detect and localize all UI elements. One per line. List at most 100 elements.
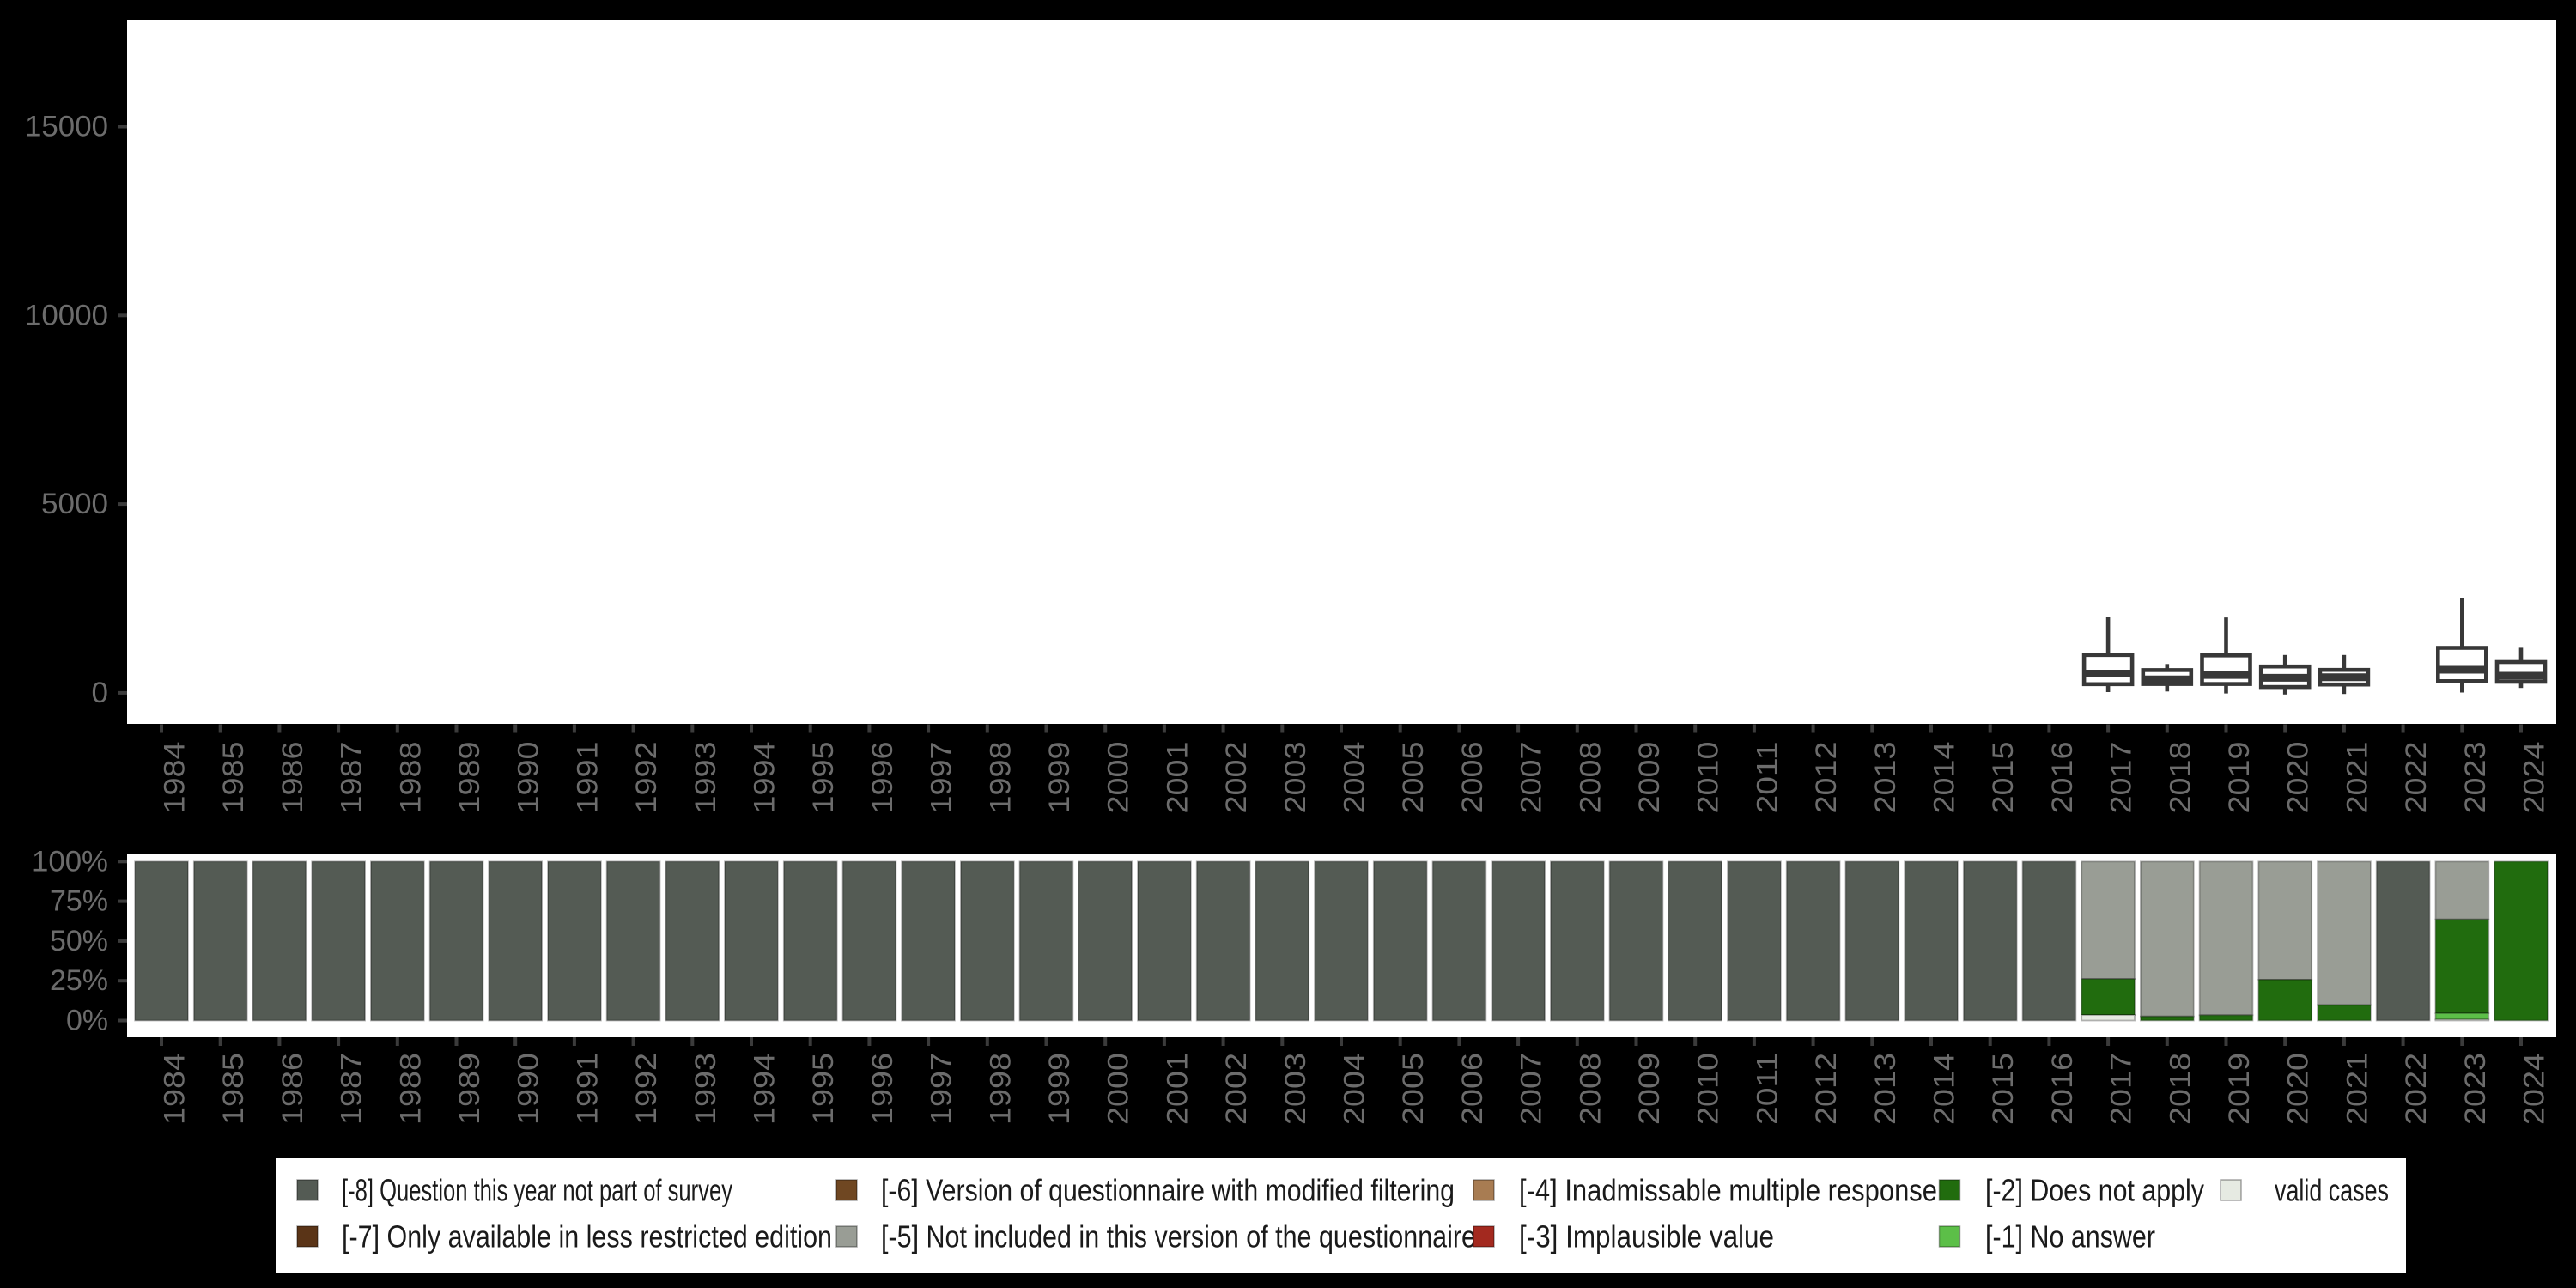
svg-text:2003: 2003: [1279, 1053, 1312, 1125]
svg-text:2008: 2008: [1574, 742, 1607, 814]
svg-text:2016: 2016: [2046, 1053, 2079, 1125]
svg-text:2020: 2020: [2282, 742, 2315, 814]
svg-text:1990: 1990: [513, 1053, 545, 1125]
svg-text:valid cases: valid cases: [2275, 1173, 2389, 1208]
svg-text:2011: 2011: [1751, 1053, 1783, 1125]
svg-text:2005: 2005: [1397, 742, 1430, 814]
svg-text:2023: 2023: [2459, 1053, 2492, 1125]
svg-text:25%: 25%: [50, 964, 108, 997]
svg-text:2019: 2019: [2223, 742, 2256, 814]
svg-text:1993: 1993: [690, 742, 722, 814]
svg-text:2006: 2006: [1456, 1053, 1489, 1125]
svg-text:1998: 1998: [984, 1053, 1017, 1125]
svg-text:2003: 2003: [1279, 742, 1312, 814]
svg-text:1994: 1994: [749, 742, 781, 814]
svg-text:1985: 1985: [217, 742, 250, 814]
svg-text:[-1] No answer: [-1] No answer: [1985, 1219, 2155, 1255]
svg-text:5000: 5000: [41, 488, 108, 520]
svg-text:1987: 1987: [336, 1053, 368, 1125]
svg-text:2007: 2007: [1516, 742, 1548, 814]
svg-text:1999: 1999: [1043, 742, 1076, 814]
svg-text:2013: 2013: [1869, 1053, 1902, 1125]
svg-text:100%: 100%: [32, 845, 108, 878]
svg-text:50%: 50%: [50, 925, 108, 957]
svg-text:1989: 1989: [453, 742, 486, 814]
svg-text:2002: 2002: [1220, 1053, 1253, 1125]
svg-text:2015: 2015: [1987, 742, 2020, 814]
svg-text:1986: 1986: [276, 1053, 309, 1125]
svg-text:2014: 2014: [1929, 742, 1961, 814]
svg-text:2008: 2008: [1574, 1053, 1607, 1125]
svg-text:[-4] Inadmissable multiple res: [-4] Inadmissable multiple response: [1519, 1173, 1937, 1208]
svg-text:2011: 2011: [1751, 742, 1783, 814]
svg-text:2009: 2009: [1633, 742, 1666, 814]
svg-text:1996: 1996: [866, 1053, 899, 1125]
svg-text:1998: 1998: [984, 742, 1017, 814]
svg-text:2022: 2022: [2400, 1053, 2433, 1125]
svg-text:2021: 2021: [2341, 1053, 2373, 1125]
svg-text:2018: 2018: [2164, 742, 2196, 814]
svg-text:2017: 2017: [2105, 1053, 2138, 1125]
svg-text:15000: 15000: [25, 111, 108, 143]
svg-text:1986: 1986: [276, 742, 309, 814]
svg-text:1997: 1997: [926, 1053, 958, 1125]
svg-text:2000: 2000: [1103, 742, 1135, 814]
svg-text:[-3] Implausible value: [-3] Implausible value: [1519, 1219, 1774, 1255]
svg-text:1994: 1994: [749, 1053, 781, 1125]
svg-text:2015: 2015: [1987, 1053, 2020, 1125]
svg-text:2018: 2018: [2164, 1053, 2196, 1125]
svg-text:10000: 10000: [25, 299, 108, 331]
svg-text:2012: 2012: [1810, 1053, 1843, 1125]
svg-text:2022: 2022: [2400, 742, 2433, 814]
svg-text:1989: 1989: [453, 1053, 486, 1125]
svg-text:1990: 1990: [513, 742, 545, 814]
svg-text:[-8] Question this year not pa: [-8] Question this year not part of surv…: [342, 1173, 732, 1208]
svg-text:2002: 2002: [1220, 742, 1253, 814]
svg-text:2017: 2017: [2105, 742, 2138, 814]
svg-text:2009: 2009: [1633, 1053, 1666, 1125]
svg-text:[-7] Only available in less re: [-7] Only available in less restricted e…: [342, 1219, 832, 1255]
svg-text:1988: 1988: [394, 742, 427, 814]
svg-text:1984: 1984: [159, 742, 191, 814]
svg-text:2004: 2004: [1339, 742, 1371, 814]
svg-text:0%: 0%: [66, 1005, 108, 1037]
svg-text:1992: 1992: [630, 1053, 663, 1125]
svg-text:2013: 2013: [1869, 742, 1902, 814]
svg-text:2006: 2006: [1456, 742, 1489, 814]
svg-text:2007: 2007: [1516, 1053, 1548, 1125]
svg-text:2014: 2014: [1929, 1053, 1961, 1125]
svg-text:2019: 2019: [2223, 1053, 2256, 1125]
svg-text:1987: 1987: [336, 742, 368, 814]
svg-text:1995: 1995: [807, 1053, 840, 1125]
svg-text:1999: 1999: [1043, 1053, 1076, 1125]
svg-text:1996: 1996: [866, 742, 899, 814]
svg-text:2010: 2010: [1692, 1053, 1725, 1125]
svg-text:1988: 1988: [394, 1053, 427, 1125]
svg-text:2001: 2001: [1161, 1053, 1194, 1125]
svg-text:2023: 2023: [2459, 742, 2492, 814]
svg-text:[-5] Not included in this vers: [-5] Not included in this version of the…: [881, 1219, 1476, 1255]
svg-text:1993: 1993: [690, 1053, 722, 1125]
svg-text:1984: 1984: [159, 1053, 191, 1125]
svg-text:[-6] Version of questionnaire: [-6] Version of questionnaire with modif…: [881, 1173, 1455, 1208]
svg-text:1991: 1991: [571, 1053, 604, 1125]
svg-text:2005: 2005: [1397, 1053, 1430, 1125]
svg-text:2021: 2021: [2341, 742, 2373, 814]
svg-text:2004: 2004: [1339, 1053, 1371, 1125]
svg-text:2001: 2001: [1161, 742, 1194, 814]
svg-text:75%: 75%: [50, 885, 108, 918]
svg-text:[-2] Does not apply: [-2] Does not apply: [1985, 1173, 2204, 1208]
svg-text:2024: 2024: [2518, 1053, 2551, 1125]
svg-text:1985: 1985: [217, 1053, 250, 1125]
svg-text:2024: 2024: [2518, 742, 2551, 814]
svg-text:1995: 1995: [807, 741, 840, 813]
svg-text:0: 0: [92, 677, 109, 709]
svg-text:1992: 1992: [630, 742, 663, 814]
svg-text:1991: 1991: [571, 742, 604, 814]
svg-text:2020: 2020: [2282, 1053, 2315, 1125]
svg-text:2000: 2000: [1103, 1053, 1135, 1125]
svg-text:1997: 1997: [926, 742, 958, 814]
svg-text:2012: 2012: [1810, 742, 1843, 814]
svg-text:2010: 2010: [1692, 742, 1725, 814]
svg-text:2016: 2016: [2046, 742, 2079, 814]
